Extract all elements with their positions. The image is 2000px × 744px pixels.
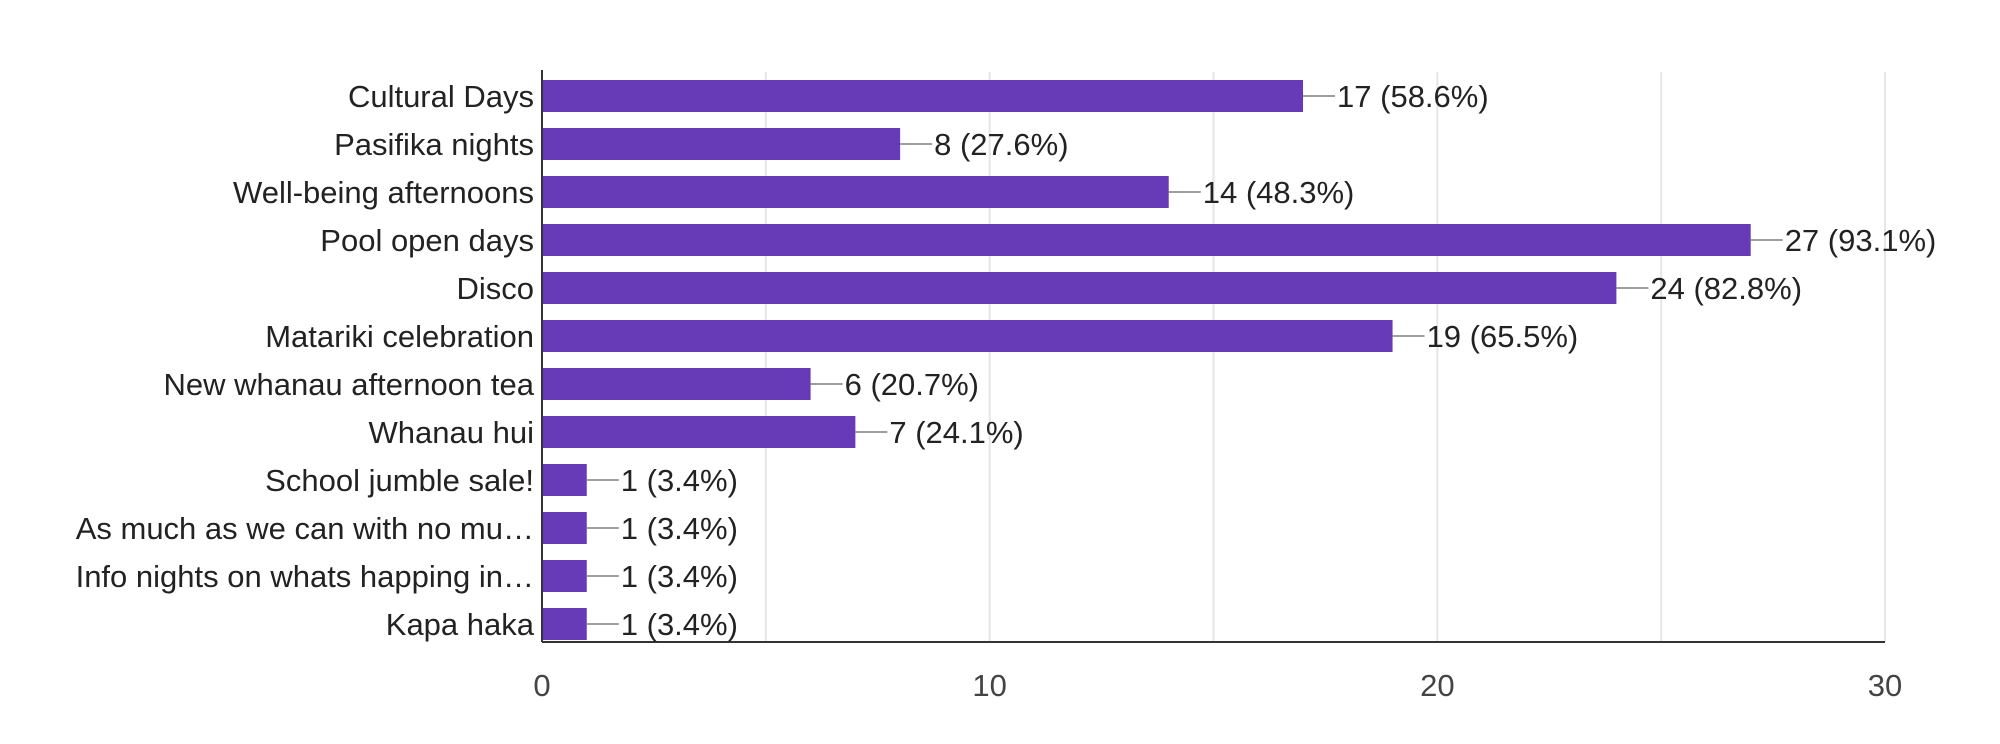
category-label: Cultural Days (348, 79, 534, 114)
data-label: 1 (3.4%) (621, 607, 738, 642)
category-label: Kapa haka (386, 607, 535, 642)
data-label: 7 (24.1%) (889, 415, 1023, 450)
x-tick-label: 0 (533, 668, 550, 703)
category-label: Info nights on whats happing in… (76, 559, 534, 594)
bar (542, 608, 587, 640)
axes (541, 70, 1885, 643)
x-tick-label: 30 (1868, 668, 1902, 703)
x-tick-label: 10 (972, 668, 1006, 703)
category-label: Whanau hui (369, 415, 534, 450)
bar (542, 512, 587, 544)
data-label: 1 (3.4%) (621, 511, 738, 546)
data-label: 19 (65.5%) (1427, 319, 1579, 354)
category-label: Disco (456, 271, 534, 306)
bars (542, 80, 1783, 640)
data-label: 8 (27.6%) (934, 127, 1068, 162)
category-label: Pasifika nights (334, 127, 534, 162)
category-label: School jumble sale! (265, 463, 534, 498)
bar (542, 80, 1304, 112)
x-tick-label: 20 (1420, 668, 1454, 703)
bar (542, 176, 1169, 208)
data-label: 17 (58.6%) (1337, 79, 1489, 114)
bar (542, 464, 587, 496)
bar (542, 224, 1751, 256)
gridlines (764, 72, 1886, 642)
data-label: 1 (3.4%) (621, 559, 738, 594)
bar (542, 320, 1393, 352)
category-label: New whanau afternoon tea (163, 367, 534, 402)
bar (542, 368, 811, 400)
category-label: Well-being afternoons (233, 175, 534, 210)
category-label: As much as we can with no mu… (76, 511, 534, 546)
bar (542, 128, 901, 160)
data-label: 27 (93.1%) (1785, 223, 1937, 258)
data-label: 6 (20.7%) (845, 367, 979, 402)
bar (542, 560, 587, 592)
labels: 0 10 20 30 17 (58.6%) Cultural Days 8 (27.6%) P… (76, 79, 1937, 703)
category-label: Pool open days (320, 223, 534, 258)
category-label: Matariki celebration (265, 319, 534, 354)
data-label: 1 (3.4%) (621, 463, 738, 498)
bar (542, 272, 1617, 304)
data-label: 14 (48.3%) (1203, 175, 1355, 210)
bar (542, 416, 856, 448)
data-label: 24 (82.8%) (1650, 271, 1802, 306)
